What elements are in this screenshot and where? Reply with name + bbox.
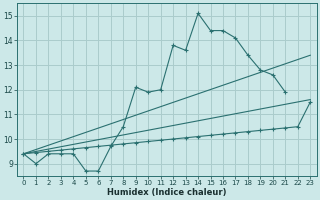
X-axis label: Humidex (Indice chaleur): Humidex (Indice chaleur) [107,188,227,197]
